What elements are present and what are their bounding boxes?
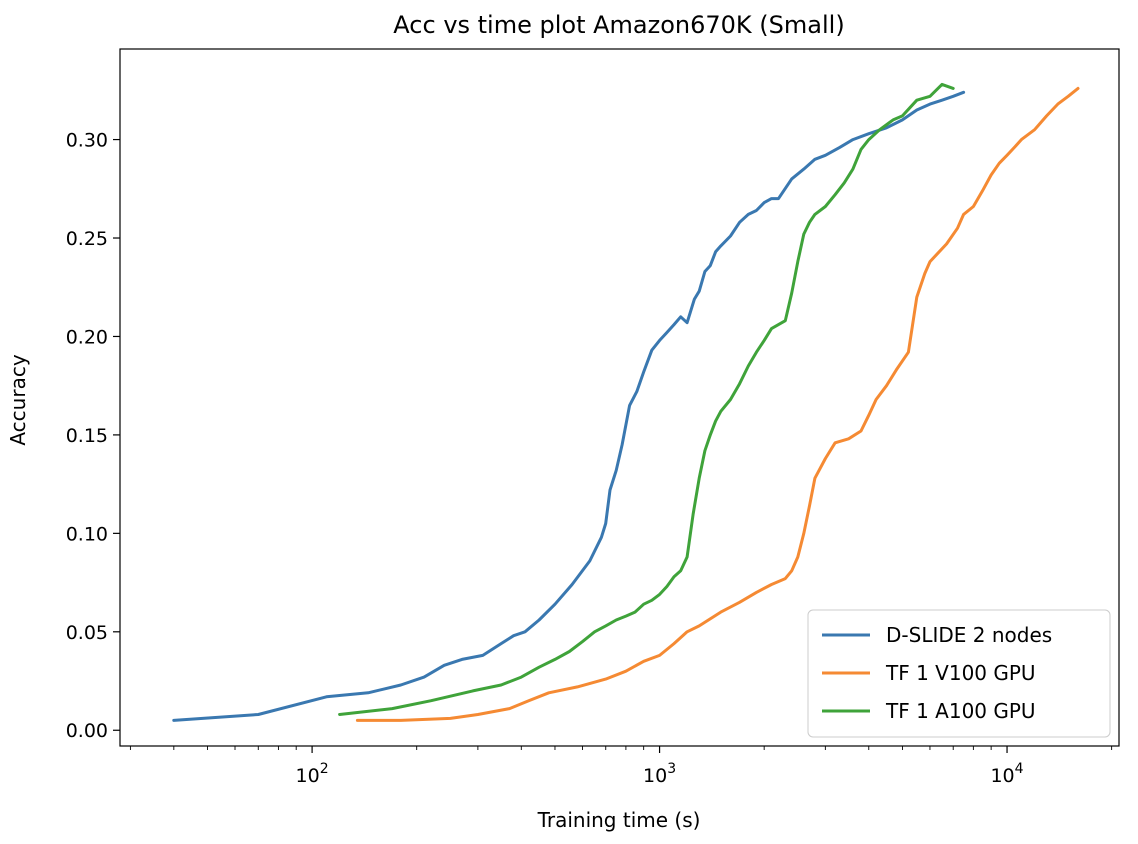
x-axis-label: Training time (s)	[537, 808, 701, 832]
series-line-2	[338, 82, 955, 716]
y-tick-label: 0.25	[66, 228, 108, 250]
plot-lines	[172, 82, 1080, 722]
x-tick-label: 103	[643, 761, 676, 787]
y-tick-label: 0.05	[66, 622, 108, 644]
x-tick-base: 10	[643, 765, 667, 787]
y-tick-label: 0.15	[66, 425, 108, 447]
legend-label-1: TF 1 V100 GPU	[885, 661, 1036, 685]
x-tick-exponent: 3	[667, 761, 676, 777]
series-line-1	[355, 86, 1080, 722]
legend: D-SLIDE 2 nodes TF 1 V100 GPU TF 1 A100 GP…	[807, 609, 1111, 738]
x-tick-label: 102	[296, 761, 329, 787]
x-tick-exponent: 4	[1015, 761, 1024, 777]
legend-label-2: TF 1 A100 GPU	[885, 699, 1036, 723]
y-axis-label: Accuracy	[6, 354, 30, 445]
series-line-0	[172, 90, 966, 722]
legend-box	[807, 609, 1111, 738]
plot-frame	[119, 48, 1120, 747]
chart-title: Acc vs time plot Amazon670K (Small)	[393, 11, 844, 39]
x-tick-exponent: 2	[320, 761, 329, 777]
x-tick-base: 10	[296, 765, 320, 787]
x-tick-base: 10	[990, 765, 1014, 787]
x-tick-label: 104	[990, 761, 1023, 787]
y-tick-label: 0.10	[66, 523, 108, 545]
y-tick-label: 0.20	[66, 326, 108, 348]
y-tick-label: 0.30	[66, 130, 108, 152]
y-tick-label: 0.00	[66, 720, 108, 742]
y-axis: 0.00 0.05 0.10 0.15 0.20 0.25 0.30	[66, 130, 120, 742]
x-axis: 102 103 104	[129, 746, 1113, 787]
legend-label-0: D-SLIDE 2 nodes	[886, 623, 1052, 647]
